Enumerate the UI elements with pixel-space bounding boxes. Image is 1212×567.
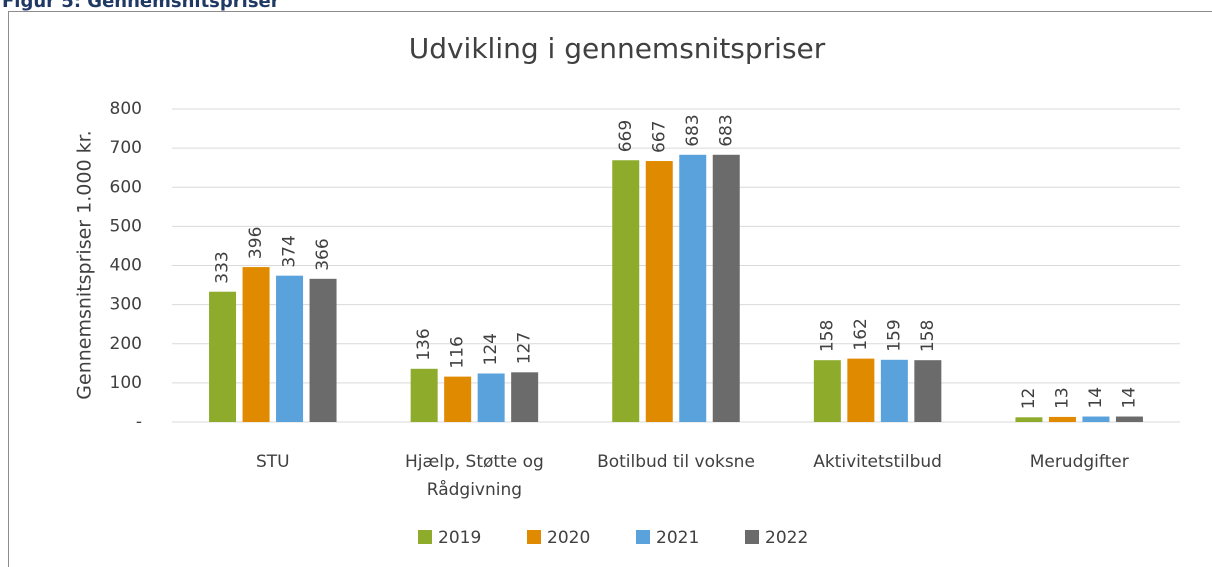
value-label: 396	[246, 227, 266, 259]
bar	[444, 376, 472, 422]
figure-caption: Figur 5: Gennemsnitspriser	[2, 0, 280, 12]
bar	[309, 278, 337, 422]
y-axis-label: Gennemsnitspriser 1.000 kr.	[74, 130, 96, 399]
bar	[914, 360, 942, 422]
y-tick-label: -	[136, 412, 142, 432]
bar	[477, 373, 505, 422]
value-label: 366	[313, 238, 333, 270]
y-tick-label: 700	[110, 138, 142, 158]
value-label: 374	[280, 235, 300, 267]
legend-label: 2022	[765, 528, 808, 548]
value-label: 136	[414, 328, 434, 360]
bar	[679, 154, 707, 422]
value-label: 14	[1086, 387, 1106, 409]
value-label: 158	[817, 320, 837, 352]
x-tick-label: Merudgifter	[1030, 452, 1129, 472]
y-tick-label: 300	[110, 295, 142, 315]
value-label: 12	[1019, 388, 1039, 410]
bar	[276, 275, 304, 422]
value-label: 159	[884, 319, 904, 351]
value-label: 669	[616, 120, 636, 152]
value-label: 333	[213, 251, 233, 283]
value-label: 124	[481, 333, 501, 365]
bar	[410, 368, 438, 422]
x-tick-label: Hjælp, Støtte og Rådgivning	[405, 452, 544, 500]
value-label: 667	[649, 121, 669, 153]
value-label: 14	[1119, 387, 1139, 409]
bar	[1082, 416, 1110, 422]
x-tick-label: Aktivitetstilbud	[813, 452, 942, 472]
bar	[1115, 416, 1143, 422]
y-tick-label: 500	[110, 216, 142, 236]
y-tick-label: 100	[110, 373, 142, 393]
value-label: 158	[918, 320, 938, 352]
legend-swatch	[636, 530, 650, 544]
value-label: 127	[515, 332, 535, 364]
y-tick-label: 600	[110, 177, 142, 197]
y-tick-label: 400	[110, 256, 142, 276]
bar	[645, 161, 673, 422]
y-tick-label: 800	[110, 99, 142, 119]
x-tick-label: Botilbud til voksne	[597, 452, 755, 472]
legend-swatch	[745, 530, 759, 544]
value-label: 162	[851, 318, 871, 350]
value-label: 116	[448, 336, 468, 368]
bar	[511, 372, 539, 422]
bar	[847, 358, 875, 422]
bar	[1015, 417, 1043, 422]
y-tick-label: 200	[110, 334, 142, 354]
legend-label: 2021	[656, 528, 699, 548]
legend-swatch	[418, 530, 432, 544]
bar	[712, 154, 740, 422]
value-label: 13	[1052, 387, 1072, 409]
value-label: 683	[683, 114, 703, 146]
x-tick-label: STU	[256, 452, 290, 472]
value-label: 683	[716, 114, 736, 146]
legend-label: 2020	[547, 528, 590, 548]
bar	[242, 267, 270, 422]
bar	[813, 360, 841, 422]
bar	[209, 291, 237, 422]
legend-label: 2019	[438, 528, 481, 548]
bar	[1048, 416, 1076, 422]
bar	[612, 160, 640, 422]
chart-title: Udvikling i gennemsnitspriser	[409, 32, 826, 65]
legend-swatch	[527, 530, 541, 544]
chart-border	[8, 11, 1212, 567]
bar	[880, 359, 908, 422]
